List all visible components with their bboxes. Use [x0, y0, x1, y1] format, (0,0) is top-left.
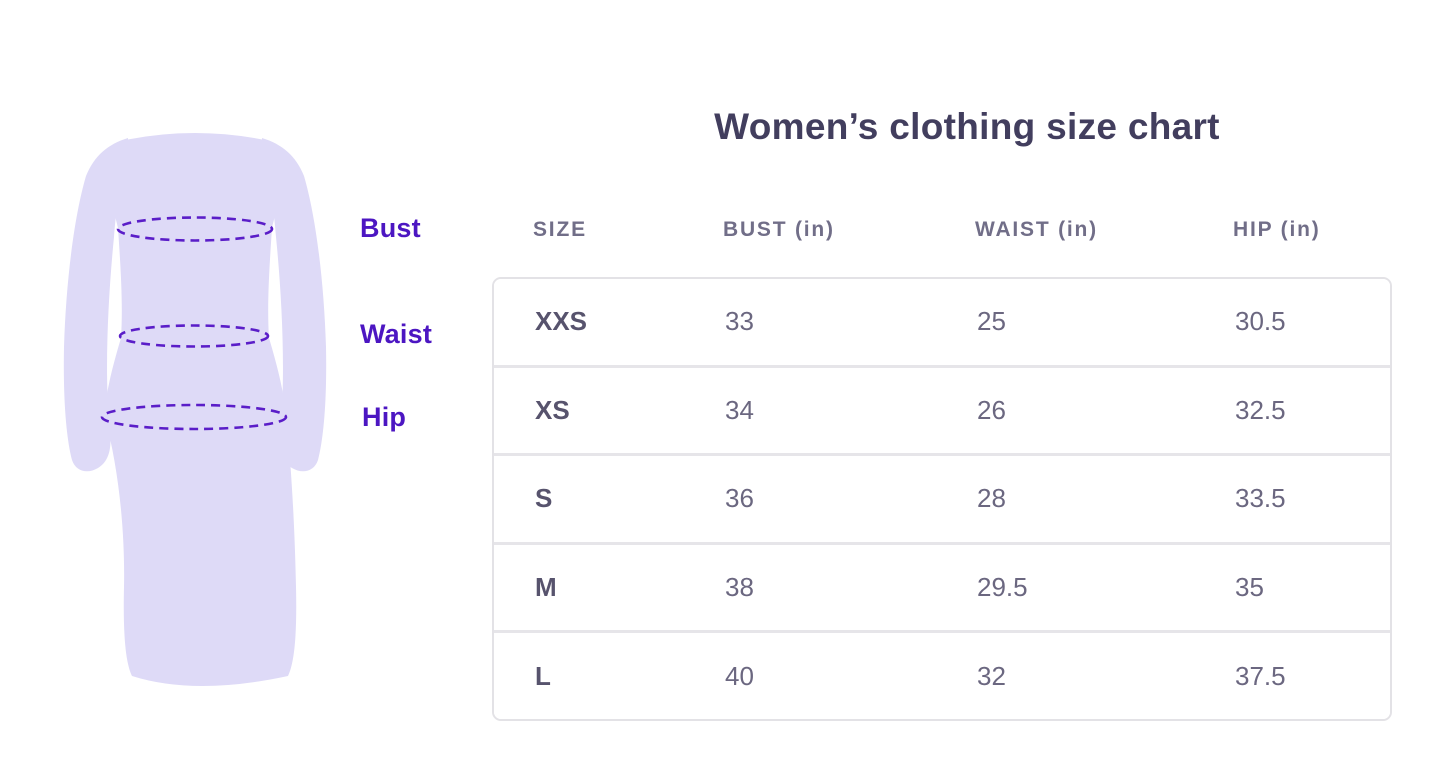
table-row-xxs: XXS 33 25 30.5: [494, 279, 1390, 368]
size-table: XXS 33 25 30.5 XS 34 26 32.5 S 36 28 33.…: [492, 277, 1392, 721]
waist-value: 29.5: [977, 572, 1028, 603]
hip-value: 33.5: [1235, 483, 1286, 514]
waist-measure-line: [118, 324, 270, 348]
hip-label: Hip: [362, 402, 407, 432]
hip-value: 30.5: [1235, 306, 1286, 337]
bust-value: 34: [725, 394, 754, 425]
table-header-row: SIZE BUST (in) WAIST (in) HIP (in): [492, 218, 1392, 242]
hip-value: 37.5: [1235, 660, 1286, 691]
bust-label: Bust: [360, 213, 421, 243]
table-row-s: S 36 28 33.5: [494, 456, 1390, 545]
size-value: XS: [535, 394, 570, 425]
bust-value: 36: [725, 483, 754, 514]
table-row-xs: XS 34 26 32.5: [494, 367, 1390, 457]
waist-value: 32: [977, 660, 1006, 691]
table-row-m: M 38 29.5 35: [494, 544, 1390, 634]
column-header-hip: HIP (in): [1233, 218, 1321, 241]
bust-value: 38: [725, 572, 754, 603]
bust-value: 40: [725, 660, 754, 691]
dress-silhouette-illustration: [63, 133, 327, 686]
page-title: Women’s clothing size chart: [714, 106, 1220, 147]
bust-value: 33: [725, 306, 754, 337]
size-value: XXS: [535, 306, 588, 337]
waist-label: Waist: [360, 319, 433, 349]
size-value: S: [535, 483, 553, 514]
hip-value: 32.5: [1235, 394, 1286, 425]
table-row-l: L 40 32 37.5: [494, 633, 1390, 719]
bust-measure-line: [116, 216, 274, 242]
column-header-bust: BUST (in): [723, 218, 835, 241]
waist-value: 25: [977, 306, 1006, 337]
column-header-size: SIZE: [533, 218, 587, 241]
hip-measure-line: [100, 403, 288, 431]
hip-value: 35: [1235, 572, 1264, 603]
size-value: L: [535, 660, 551, 691]
waist-value: 26: [977, 394, 1006, 425]
waist-value: 28: [977, 483, 1006, 514]
column-header-waist: WAIST (in): [975, 218, 1098, 241]
size-value: M: [535, 572, 557, 603]
